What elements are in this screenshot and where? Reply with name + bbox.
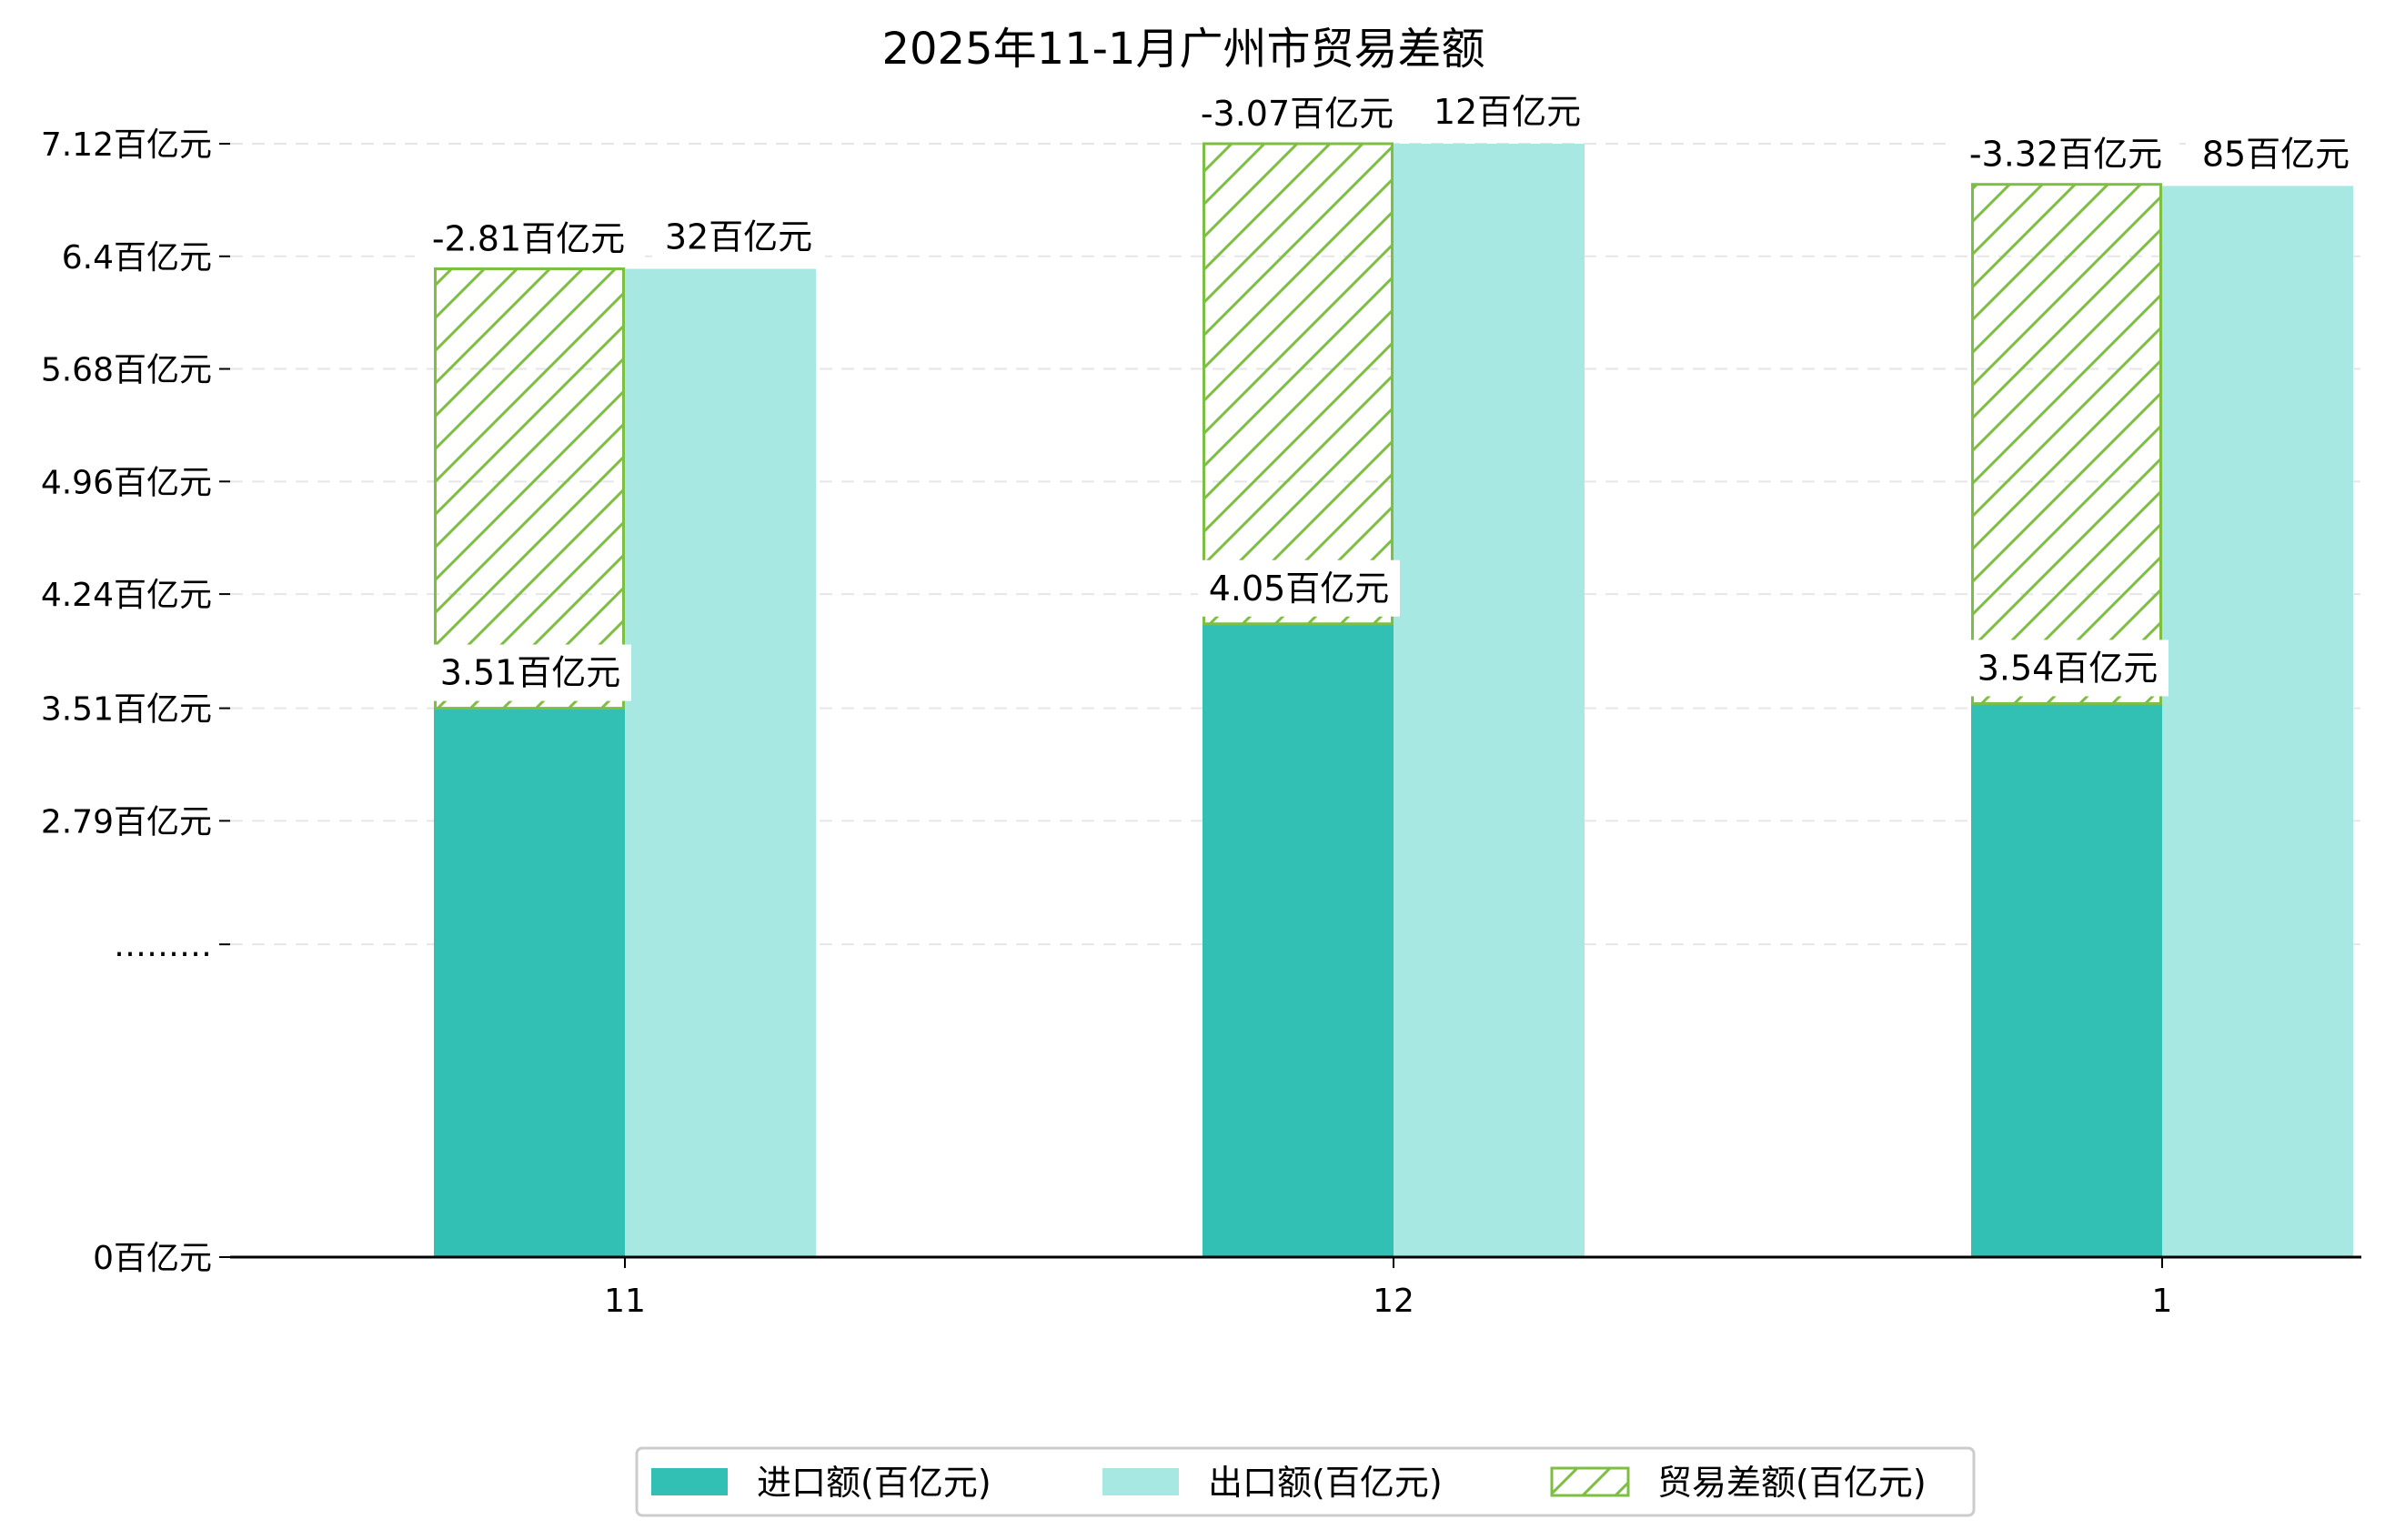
y-tick-label: 5.68百亿元: [41, 352, 212, 389]
legend-label: 贸易差额(百亿元): [1657, 1463, 1927, 1503]
data-label: -2.81百亿元: [432, 219, 625, 259]
x-tick-label: 11: [604, 1283, 646, 1320]
export-bar: [625, 268, 816, 1257]
data-label: 4.05百亿元: [1209, 569, 1390, 609]
chart-title: 2025年11-1月广州市贸易差额: [881, 24, 1484, 75]
data-label: -3.07百亿元: [1201, 94, 1394, 134]
data-label: 3.54百亿元: [1977, 648, 2159, 688]
y-tick-label: 7.12百亿元: [41, 126, 212, 164]
legend-swatch-export: [1102, 1468, 1179, 1495]
y-tick-label: ………: [114, 927, 212, 964]
x-tick-label: 1: [2152, 1283, 2173, 1320]
data-label-box: [415, 210, 642, 267]
import-bar: [1203, 623, 1394, 1257]
legend-label: 进口额(百亿元): [757, 1463, 991, 1503]
legend-label: 出口额(百亿元): [1208, 1463, 1443, 1503]
data-labels-layer: 32百亿元 -2.81百亿元 3.51百亿元 12百亿元 -3.07百亿元 4.05百亿元…: [415, 84, 2362, 701]
data-label-box: [1421, 84, 1594, 140]
data-label-box: [652, 208, 825, 266]
data-label-box: [429, 644, 631, 701]
export-bar: [2162, 186, 2353, 1257]
export-bar: [1394, 144, 1585, 1257]
balance-bar: [434, 267, 625, 710]
data-label: 12百亿元: [1434, 92, 1581, 132]
data-label-box: [1967, 639, 2169, 697]
balance-bar: [1203, 142, 1394, 626]
data-label: 85百亿元: [2202, 134, 2350, 174]
y-tick-label: 6.4百亿元: [62, 239, 212, 277]
legend-swatch-import: [651, 1468, 728, 1495]
legend: 进口额(百亿元) 出口额(百亿元) 贸易差额(百亿元): [635, 1446, 1976, 1517]
y-tick-label: 3.51百亿元: [41, 691, 212, 729]
data-label-box: [1183, 86, 1411, 142]
data-label: -3.32百亿元: [1969, 135, 2162, 175]
legend-frame: [635, 1446, 1976, 1517]
y-tick-label: 4.24百亿元: [41, 577, 212, 614]
data-label-box: [1198, 559, 1400, 617]
y-tick-label: 2.79百亿元: [41, 803, 212, 840]
import-bar: [434, 708, 625, 1257]
y-tick-label: 4.96百亿元: [41, 464, 212, 501]
legend-swatch-balance: [1550, 1466, 1630, 1497]
data-label-box: [2189, 126, 2362, 183]
import-bar: [1971, 703, 2162, 1257]
y-tick-label: 0百亿元: [93, 1240, 212, 1277]
data-label: 3.51百亿元: [440, 653, 621, 693]
data-label: 32百亿元: [665, 217, 812, 257]
x-tick-label: 12: [1373, 1283, 1414, 1320]
axes-layer: 0百亿元 ……… 2.79百亿元 3.51百亿元 4.24百亿元 4.96百亿元 5.68百…: [41, 126, 2361, 1320]
balance-bar: [1971, 183, 2162, 705]
bars-layer: [434, 142, 2353, 1257]
data-label-box: [1952, 126, 2179, 183]
